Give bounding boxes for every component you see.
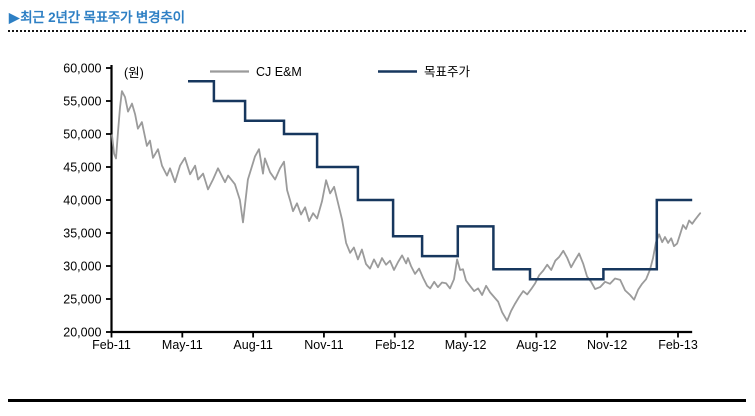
x-axis-tick-label: Feb-11 xyxy=(92,338,131,352)
x-axis-tick-label: Nov-11 xyxy=(304,338,343,352)
y-axis-unit-label: (원) xyxy=(124,66,144,80)
y-axis-tick-label: 35,000 xyxy=(63,227,101,241)
section-title-text: 최근 2년간 목표주가 변경추이 xyxy=(20,10,185,25)
x-axis-tick-label: May-11 xyxy=(162,338,203,352)
bottom-divider xyxy=(8,399,746,402)
x-axis-tick-label: Feb-13 xyxy=(658,338,698,352)
title-marker-icon: ▶ xyxy=(9,10,20,25)
y-axis-tick-label: 25,000 xyxy=(63,293,101,307)
y-axis-tick-label: 60,000 xyxy=(63,62,101,76)
x-axis-tick-label: Aug-11 xyxy=(233,338,272,352)
y-axis-tick-label: 30,000 xyxy=(63,260,101,274)
axis-lines xyxy=(110,65,693,334)
section-title: ▶최근 2년간 목표주가 변경추이 xyxy=(9,6,185,26)
y-axis-tick-label: 50,000 xyxy=(63,128,101,142)
x-axis-tick-label: May-12 xyxy=(445,338,487,352)
legend-label-target-price: 목표주가 xyxy=(424,65,471,79)
x-axis-tick-label: Feb-12 xyxy=(375,338,415,352)
x-axis-tick-label: Nov-12 xyxy=(587,338,627,352)
x-axis-tick-label: Aug-12 xyxy=(516,338,556,352)
y-axis-tick-label: 45,000 xyxy=(63,161,101,175)
dotted-divider xyxy=(8,30,746,32)
legend-label-cj-em: CJ E&M xyxy=(256,65,302,79)
target-price-step-line xyxy=(188,79,693,281)
cj-em-price-line xyxy=(111,90,702,322)
y-axis-tick-label: 40,000 xyxy=(63,194,101,208)
y-axis-tick-label: 55,000 xyxy=(63,95,101,109)
y-axis-tick-label: 20,000 xyxy=(63,326,101,340)
plot-layer: 20,000 25,000 30,000 35,000 40,000 45,000 50,0… xyxy=(63,62,702,352)
